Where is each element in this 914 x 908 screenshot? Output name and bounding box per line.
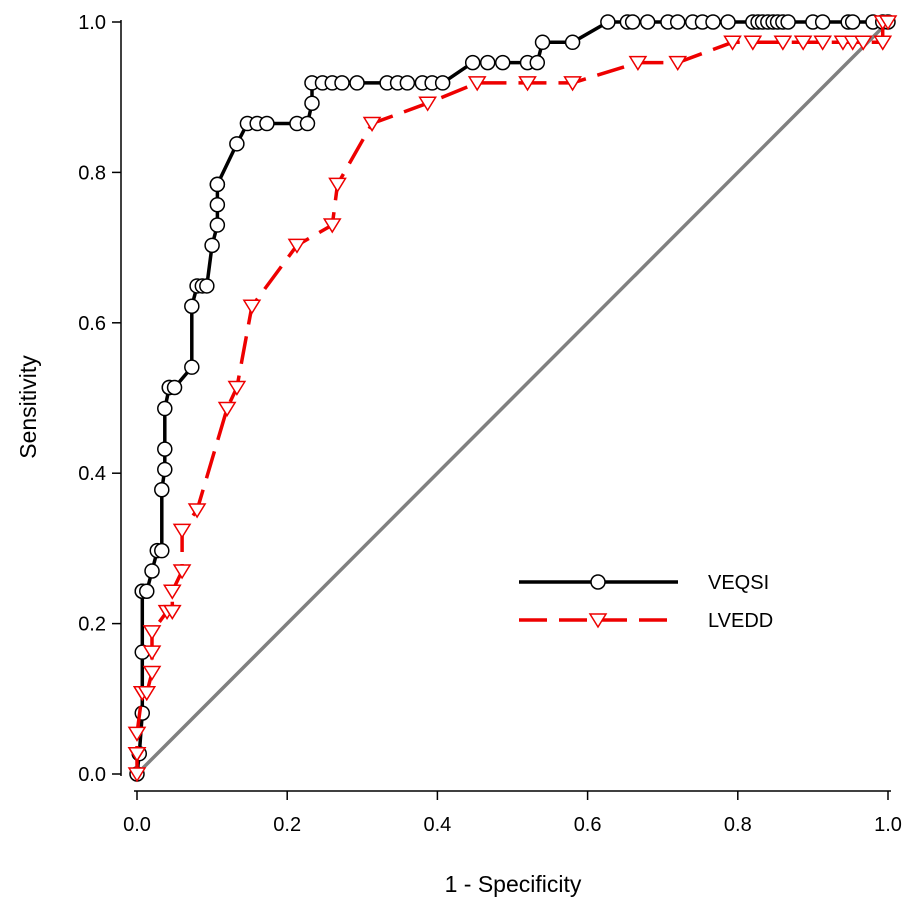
- data-point-veqsi: [154, 542, 170, 559]
- data-point-lvedd: [142, 625, 162, 641]
- data-point-veqsi: [780, 14, 796, 30]
- data-point-veqsi: [184, 298, 200, 315]
- data-point-lvedd: [628, 55, 648, 72]
- data-point-veqsi: [184, 359, 200, 375]
- x-tick-label: 0.4: [423, 814, 451, 836]
- data-point-lvedd: [328, 177, 347, 193]
- data-point-lvedd: [187, 503, 207, 519]
- series-lvedd: [127, 15, 898, 783]
- data-point-veqsi: [334, 75, 350, 91]
- data-point-lvedd: [287, 238, 307, 254]
- x-tick-label: 1.0: [874, 814, 902, 836]
- legend-marker-lvedd: [588, 613, 608, 629]
- data-point-veqsi: [669, 14, 686, 30]
- x-tick-label: 0.8: [724, 814, 752, 836]
- data-point-lvedd: [723, 35, 742, 51]
- data-point-lvedd: [743, 35, 763, 51]
- data-point-lvedd: [668, 55, 688, 72]
- data-point-lvedd: [362, 116, 382, 132]
- data-point-lvedd: [142, 645, 162, 661]
- axes: 0.0 0.2 0.4 0.6 0.8 1.0 0.0 0.2 0.4 0.6 0.8 1.0: [78, 12, 902, 836]
- data-point-lvedd: [793, 35, 813, 51]
- y-tick-label: 0.0: [78, 764, 106, 786]
- data-point-lvedd: [217, 401, 237, 417]
- data-point-lvedd: [127, 746, 147, 763]
- legend-label-veqsi: VEQSI: [708, 572, 769, 594]
- data-point-veqsi: [144, 563, 160, 579]
- data-point-lvedd: [853, 35, 873, 51]
- y-tick-label: 0.8: [78, 162, 106, 184]
- y-tick-label: 0.4: [78, 463, 106, 485]
- data-point-veqsi: [844, 14, 861, 30]
- data-point-veqsi: [434, 75, 451, 91]
- x-tick-label: 0.2: [273, 814, 301, 836]
- data-point-lvedd: [873, 35, 893, 51]
- data-point-veqsi: [166, 379, 183, 396]
- data-point-veqsi: [720, 14, 736, 30]
- data-point-lvedd: [467, 76, 487, 92]
- y-tick-label: 0.2: [78, 614, 106, 636]
- data-point-veqsi: [199, 278, 215, 294]
- data-point-veqsi: [209, 176, 226, 193]
- data-point-veqsi: [639, 14, 656, 30]
- y-axis-label: Sensitivity: [15, 355, 41, 459]
- y-tick-label: 0.6: [78, 313, 106, 335]
- series-layer: [127, 14, 898, 783]
- data-point-lvedd: [322, 218, 342, 234]
- reference-diagonal-line: [135, 20, 890, 776]
- data-point-veqsi: [259, 115, 275, 132]
- data-point-veqsi: [494, 54, 511, 71]
- data-point-lvedd: [563, 76, 582, 92]
- data-point-lvedd: [137, 686, 157, 702]
- x-ticks: 0.0 0.2 0.4 0.6 0.8 1.0: [123, 791, 902, 836]
- legend: VEQSI LVEDD: [519, 572, 773, 632]
- data-point-lvedd: [162, 604, 182, 620]
- data-point-veqsi: [534, 34, 551, 51]
- y-ticks: 0.0 0.2 0.4 0.6 0.8 1.0: [78, 12, 121, 786]
- data-point-veqsi: [157, 400, 173, 417]
- x-tick-label: 0.0: [123, 814, 151, 836]
- data-point-veqsi: [157, 461, 173, 478]
- data-point-lvedd: [518, 76, 537, 92]
- data-point-lvedd: [227, 380, 247, 396]
- data-point-veqsi: [299, 115, 316, 132]
- x-axis-label: 1 - Specificity: [445, 871, 582, 897]
- data-point-lvedd: [418, 96, 437, 112]
- data-point-lvedd: [142, 665, 162, 681]
- data-point-veqsi: [349, 75, 365, 91]
- series-veqsi: [129, 14, 896, 782]
- data-point-veqsi: [229, 136, 245, 152]
- data-point-veqsi: [814, 14, 831, 30]
- data-point-lvedd: [172, 523, 192, 539]
- data-point-veqsi: [624, 14, 641, 30]
- data-point-lvedd: [242, 299, 262, 315]
- data-point-veqsi: [157, 441, 173, 457]
- legend-label-lvedd: LVEDD: [708, 610, 773, 632]
- data-point-veqsi: [204, 237, 220, 254]
- data-point-veqsi: [600, 14, 616, 30]
- data-point-veqsi: [529, 54, 546, 71]
- data-point-veqsi: [399, 75, 416, 91]
- data-point-veqsi: [464, 54, 481, 71]
- data-point-lvedd: [773, 35, 793, 51]
- data-point-veqsi: [139, 583, 155, 600]
- data-point-lvedd: [813, 35, 833, 51]
- y-tick-label: 1.0: [78, 12, 106, 34]
- data-point-veqsi: [479, 54, 496, 71]
- x-tick-label: 0.6: [574, 814, 602, 836]
- data-point-veqsi: [564, 34, 581, 51]
- data-point-veqsi: [304, 95, 320, 111]
- data-point-lvedd: [172, 564, 192, 580]
- data-point-veqsi: [154, 481, 170, 498]
- legend-marker-veqsi: [590, 574, 606, 590]
- data-point-veqsi: [209, 196, 226, 213]
- data-point-lvedd: [127, 726, 147, 742]
- data-point-veqsi: [209, 217, 226, 233]
- data-point-lvedd: [127, 767, 147, 783]
- data-point-veqsi: [705, 14, 721, 30]
- data-point-lvedd: [878, 15, 898, 31]
- data-point-lvedd: [162, 584, 182, 600]
